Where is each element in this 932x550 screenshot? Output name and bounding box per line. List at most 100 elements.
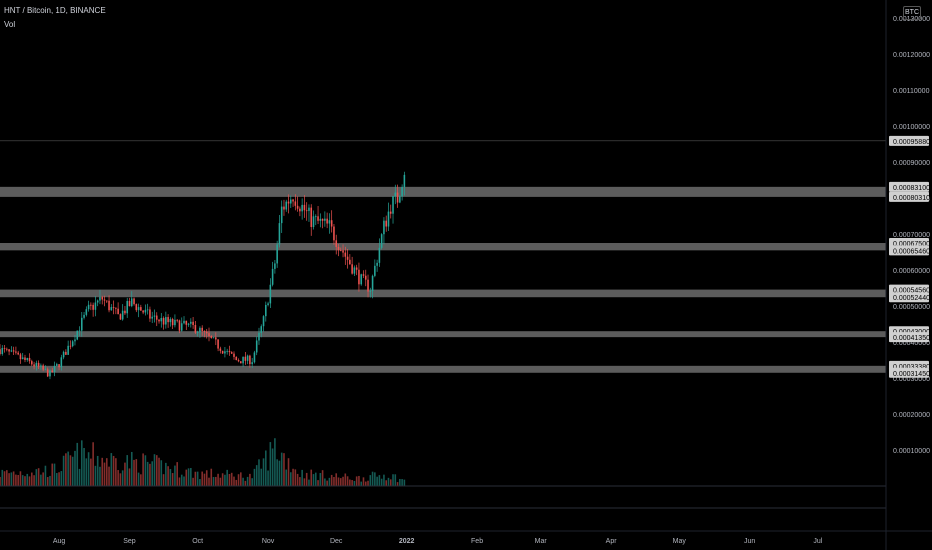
volume-bar — [3, 471, 6, 486]
volume-bar — [42, 472, 44, 486]
volume-bar — [58, 472, 60, 486]
volume-bar — [12, 471, 15, 486]
candle-body — [237, 360, 240, 362]
candle-body — [276, 244, 278, 264]
price-label-text: 0.00054560 — [893, 288, 930, 295]
candle-body — [330, 220, 333, 227]
volume-bar — [115, 458, 117, 486]
candle-body — [176, 319, 178, 321]
candle-body — [180, 323, 183, 331]
volume-bar — [260, 468, 263, 486]
candle-body — [185, 320, 188, 325]
volume-bar — [317, 480, 319, 486]
volume-bar — [401, 479, 403, 486]
time-tick-label: Aug — [53, 538, 66, 545]
volume-bar — [119, 473, 122, 486]
volume-bar — [28, 476, 31, 486]
volume-bar — [10, 472, 13, 486]
volume-bar — [158, 457, 160, 486]
candle-body — [267, 303, 269, 305]
candle-body — [26, 357, 29, 360]
volume-bar — [294, 469, 297, 486]
candle-body — [201, 327, 203, 331]
candle-body — [80, 317, 83, 331]
volume-bar — [276, 459, 278, 486]
volume-bar — [269, 442, 272, 486]
candle-body — [349, 259, 351, 265]
volume-bar — [169, 469, 172, 486]
volume-bar — [305, 472, 308, 486]
price-tick-label: 0.00090000 — [893, 160, 930, 167]
candle-body — [255, 340, 258, 353]
candle-body — [399, 196, 401, 203]
volume-bar — [62, 455, 65, 486]
volume-bar — [324, 478, 326, 486]
candle-body — [337, 246, 340, 251]
candle-body — [31, 361, 33, 365]
candle-body — [280, 206, 283, 224]
candle-body — [92, 304, 94, 310]
volume-bar — [83, 447, 85, 486]
volume-bar — [174, 465, 176, 486]
candle-body — [144, 309, 147, 313]
candle-body — [333, 226, 335, 241]
volume-bar — [292, 468, 294, 486]
candle-body — [12, 350, 15, 352]
volume-bar — [339, 478, 342, 486]
candle-body — [219, 348, 222, 351]
candle-body — [71, 341, 74, 347]
candle-body — [344, 252, 347, 257]
price-label-box — [889, 181, 929, 192]
candle-body — [401, 186, 403, 197]
volume-bar — [258, 459, 260, 486]
candle-body — [194, 324, 197, 333]
candle-body — [208, 333, 210, 337]
candle-body — [226, 350, 228, 352]
volume-bar — [17, 475, 19, 486]
candle-body — [35, 362, 38, 367]
volume-bar — [226, 469, 228, 486]
candle-body — [221, 350, 224, 354]
volume-bar — [385, 480, 388, 486]
candle-body — [351, 264, 353, 274]
volume-bar — [355, 476, 358, 486]
candle-body — [190, 321, 192, 324]
volume-bar — [228, 474, 231, 486]
candle-body — [387, 211, 390, 227]
candle-body — [78, 330, 81, 332]
candle-body — [389, 211, 392, 214]
volume-bar — [299, 477, 301, 486]
volume-bar — [171, 473, 174, 486]
time-tick-label: Mar — [535, 538, 548, 545]
volume-bar — [319, 473, 322, 486]
candle-body — [99, 297, 101, 301]
candle-body — [3, 348, 6, 349]
candle-body — [283, 206, 285, 210]
candle-body — [289, 199, 292, 204]
price-tick-label: 0.00070000 — [893, 232, 930, 239]
volume-bar — [283, 453, 285, 486]
candle-body — [85, 309, 88, 315]
volume-bar — [0, 476, 1, 486]
candle-body — [262, 316, 265, 327]
time-tick-label: Feb — [471, 538, 483, 545]
volume-bar — [287, 458, 290, 486]
candle-body — [374, 265, 376, 276]
volume-bar — [201, 471, 203, 486]
volume-bar — [183, 476, 185, 486]
candle-body — [233, 353, 235, 357]
time-axis[interactable]: Aug Sep Oct Nov Dec 2022 Feb Mar Apr May Jun Jul — [53, 538, 823, 545]
currency-button[interactable]: BTC — [903, 6, 921, 20]
volume-bar — [396, 482, 399, 486]
volume-bar — [40, 474, 42, 486]
volume-bar — [110, 453, 113, 486]
volume-bar — [165, 462, 167, 486]
price-label-box — [889, 284, 929, 295]
volume-bar — [117, 470, 119, 486]
candle-body — [371, 275, 374, 291]
volume-bar — [85, 458, 88, 486]
candles — [0, 171, 406, 380]
volume-bar — [244, 480, 247, 486]
